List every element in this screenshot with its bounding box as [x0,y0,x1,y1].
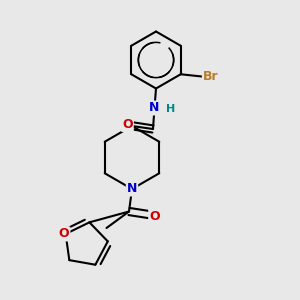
Text: O: O [149,209,160,223]
Text: O: O [59,227,69,240]
Text: Br: Br [203,70,218,83]
Text: N: N [127,182,137,196]
Text: N: N [149,101,160,115]
Text: H: H [167,104,176,115]
Text: O: O [122,118,133,131]
